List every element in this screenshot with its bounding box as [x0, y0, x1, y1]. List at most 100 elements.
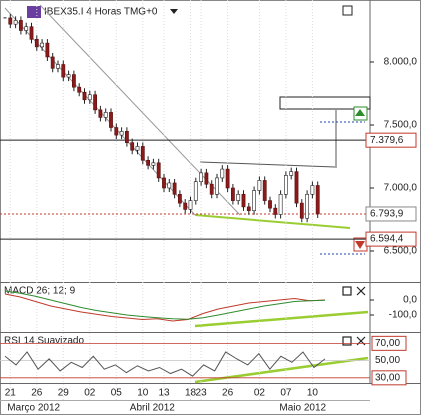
candle [310, 185, 315, 195]
candle [61, 64, 66, 78]
candle [87, 94, 92, 101]
trend-line [199, 161, 336, 168]
candle [246, 206, 251, 211]
price-label-box [365, 231, 417, 247]
candle [172, 182, 177, 195]
candle [82, 91, 87, 101]
x-tick-label: 23 [196, 388, 208, 399]
x-tick-label: 26 [31, 388, 43, 399]
candle [50, 56, 55, 69]
dropdown-arrow[interactable] [170, 9, 178, 14]
candle [140, 146, 145, 161]
chart-title[interactable]: IBEX35.I 4 Horas TMG+0 [44, 7, 158, 18]
candle [268, 200, 272, 209]
price-label-box [365, 132, 417, 148]
candle [29, 26, 34, 40]
candle [125, 130, 129, 143]
rsi-line [4, 351, 326, 377]
y-tick-label: 50,00 [375, 355, 400, 366]
candle [109, 112, 113, 128]
trend-line [194, 310, 369, 328]
price-label: 6.793,9 [370, 209, 404, 220]
candle [13, 20, 18, 25]
candle [162, 177, 166, 189]
alert-down-arrow [355, 241, 365, 249]
macd-title: MACD 26; 12; 9 [4, 286, 76, 297]
candle [156, 162, 161, 179]
candle [40, 42, 45, 48]
candle [167, 182, 172, 189]
candle [209, 183, 214, 195]
x-tick-label: 13 [158, 388, 170, 399]
candle [114, 127, 119, 136]
x-tick-label: 10 [307, 388, 319, 399]
candle [204, 172, 209, 185]
candle [278, 194, 283, 215]
candle [151, 162, 156, 166]
y-tick-label: 0,0 [403, 295, 417, 306]
x-tick-label: 26 [222, 388, 234, 399]
candle [283, 175, 288, 195]
candle [93, 94, 98, 111]
macd-line [4, 290, 326, 320]
candle [315, 185, 320, 215]
candle [193, 181, 198, 201]
candle [299, 202, 304, 219]
candle [289, 171, 294, 176]
candle [262, 180, 267, 201]
x-tick-label: 21 [5, 388, 17, 399]
x-tick-label: 02 [254, 388, 266, 399]
x-tick-label: 10 [137, 388, 149, 399]
price-label: 6.594,4 [370, 234, 404, 245]
y-tick-label: -100,0 [389, 310, 418, 321]
price-label-box [365, 206, 417, 222]
symbol-icon [27, 6, 41, 18]
rsi-label-box [371, 370, 407, 386]
candle [24, 26, 29, 31]
candle [252, 190, 257, 211]
maximize-button[interactable] [342, 5, 353, 16]
y-tick-label: 7.000,0 [384, 183, 418, 194]
candle [188, 200, 193, 210]
candle [34, 39, 39, 48]
candle [199, 172, 204, 182]
candle [178, 194, 182, 204]
rsi-label-box [371, 335, 407, 351]
x-tick-label: 18 [185, 388, 197, 399]
candle [77, 86, 82, 93]
candle [8, 17, 13, 25]
price-label: 7.379,6 [370, 135, 404, 146]
candle [146, 159, 151, 166]
x-group-label: Maio 2012 [279, 403, 326, 414]
candle [72, 74, 76, 88]
candle [130, 142, 135, 151]
y-tick-label: 8.000,0 [384, 57, 418, 68]
y-tick-label: 6.500,0 [384, 246, 418, 257]
candle [225, 168, 230, 189]
candle [273, 207, 278, 215]
candle [241, 194, 246, 208]
y-tick-label: 70,00 [375, 338, 400, 349]
candle [98, 109, 103, 118]
candle [103, 112, 108, 118]
y-tick-label: 7.500,0 [384, 120, 418, 131]
candle [305, 194, 310, 219]
candle [135, 146, 140, 151]
candle [294, 171, 299, 204]
x-tick-label: 05 [111, 388, 123, 399]
y-tick-label: 30,00 [375, 372, 400, 383]
candle [183, 202, 188, 210]
candle [66, 74, 71, 78]
candle [220, 168, 225, 179]
candle [119, 130, 124, 136]
candle [56, 64, 60, 69]
candle [257, 180, 262, 191]
candle [215, 177, 219, 195]
x-tick-label: 29 [58, 388, 70, 399]
x-tick-label: 02 [84, 388, 96, 399]
x-group-label: Abril 2012 [130, 403, 175, 414]
alert-box[interactable] [279, 96, 371, 110]
x-tick-label: 07 [280, 388, 292, 399]
alert-up-arrow [355, 109, 365, 116]
